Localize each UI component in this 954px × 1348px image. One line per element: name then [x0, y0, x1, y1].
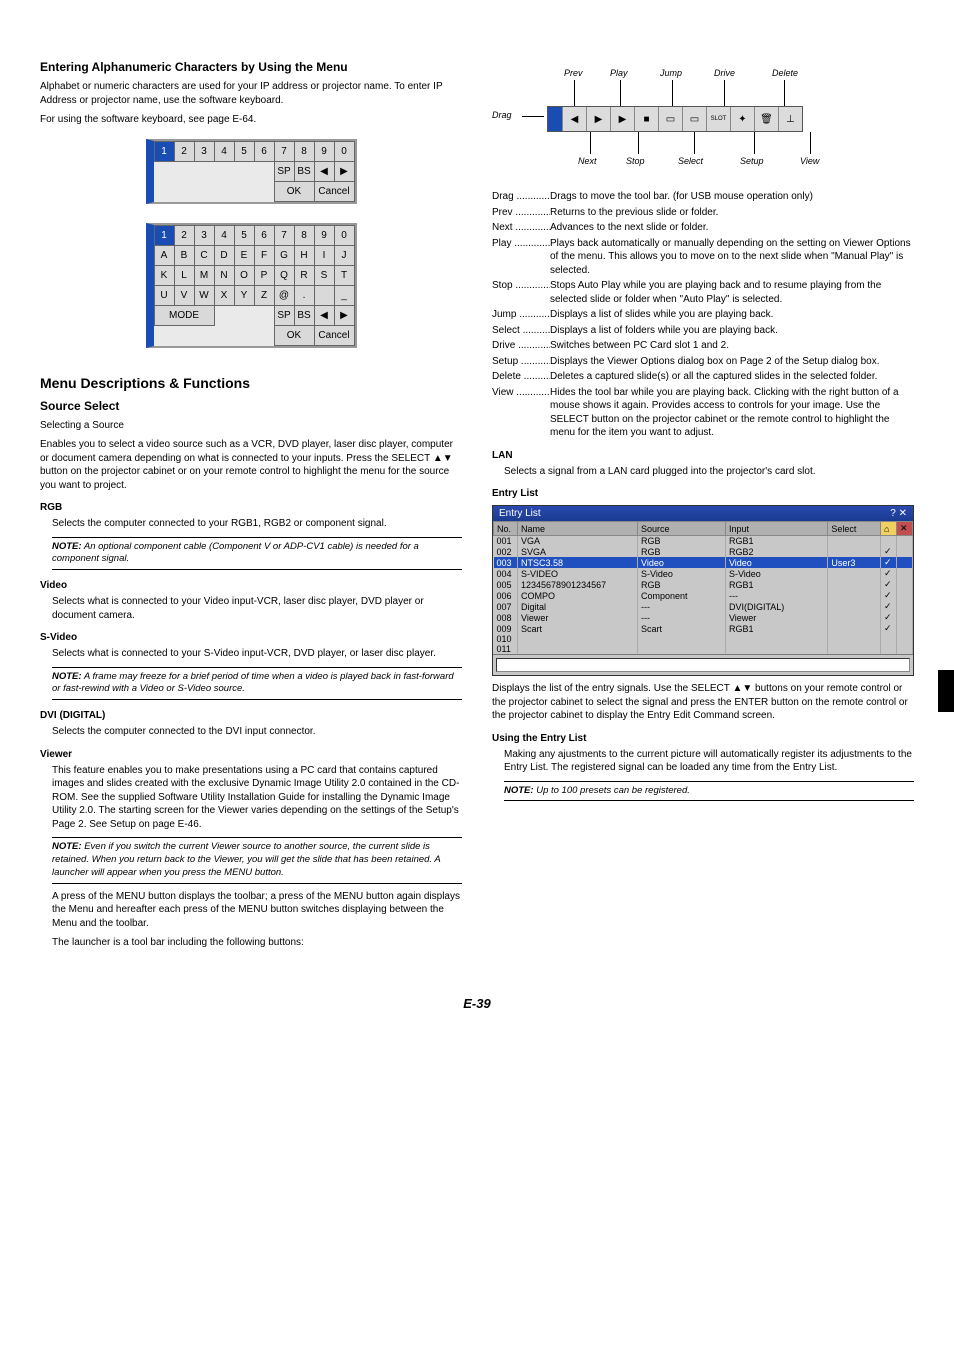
- label-next: Next: [578, 156, 597, 166]
- stop-button[interactable]: ■: [634, 107, 658, 131]
- heading-viewer: Viewer: [40, 749, 462, 760]
- label-select: Select: [678, 156, 703, 166]
- para: Displays the list of the entry signals. …: [492, 682, 914, 723]
- label-view: View: [800, 156, 819, 166]
- label-delete: Delete: [772, 68, 798, 78]
- label-prev: Prev: [564, 68, 583, 78]
- heading-lan: LAN: [492, 450, 914, 461]
- window-buttons[interactable]: ? ✕: [890, 508, 907, 519]
- para: Selects the computer connected to your R…: [52, 517, 462, 531]
- para: Alphabet or numeric characters are used …: [40, 80, 462, 107]
- entry-list-titlebar: Entry List ? ✕: [493, 506, 913, 521]
- para: For using the software keyboard, see pag…: [40, 113, 462, 127]
- viewer-toolbar: ◀ ▶ ▶ ■ ▭ ▭ SLOT ✦ 🗑 ⊥: [547, 106, 803, 132]
- heading-rgb: RGB: [40, 502, 462, 513]
- heading-entry-list: Entry List: [492, 488, 914, 499]
- delete-button[interactable]: 🗑: [754, 107, 778, 131]
- next-button[interactable]: ▶: [586, 107, 610, 131]
- page-columns: Entering Alphanumeric Characters by Usin…: [40, 60, 914, 956]
- heading-using-entry-list: Using the Entry List: [492, 733, 914, 744]
- left-column: Entering Alphanumeric Characters by Usin…: [40, 60, 462, 956]
- note-viewer: NOTE: Even if you switch the current Vie…: [52, 837, 462, 883]
- view-button[interactable]: ⊥: [778, 107, 802, 131]
- heading-menu-desc: Menu Descriptions & Functions: [40, 375, 462, 391]
- jump-button[interactable]: ▭: [658, 107, 682, 131]
- label-stop: Stop: [626, 156, 645, 166]
- right-column: Drag Prev Play Jump Drive Delete Next St…: [492, 60, 914, 956]
- para: Selects what is connected to your Video …: [52, 595, 462, 622]
- para: Selects the computer connected to the DV…: [52, 725, 462, 739]
- page-edge-tab: [938, 670, 954, 712]
- para: This feature enables you to make present…: [52, 764, 462, 832]
- heading-dvi: DVI (DIGITAL): [40, 710, 462, 721]
- toolbar-drag-handle[interactable]: [548, 107, 562, 131]
- entry-list-window: Entry List ? ✕ No.NameSourceInputSelect⌂…: [492, 505, 914, 676]
- soft-keyboard-numeric: 1234567890SPBS◀▶OKCancel: [146, 139, 357, 204]
- play-button[interactable]: ▶: [610, 107, 634, 131]
- heading-source-select: Source Select: [40, 399, 462, 413]
- note-rgb: NOTE: An optional component cable (Compo…: [52, 537, 462, 571]
- toolbar-diagram: Drag Prev Play Jump Drive Delete Next St…: [492, 60, 914, 180]
- para: A press of the MENU button displays the …: [52, 890, 462, 931]
- note-svideo: NOTE: A frame may freeze for a brief per…: [52, 667, 462, 701]
- para: Selects a signal from a LAN card plugged…: [504, 465, 914, 479]
- select-button[interactable]: ▭: [682, 107, 706, 131]
- toolbar-definitions: Drag ..............Drags to move the too…: [492, 190, 914, 440]
- heading-alnum: Entering Alphanumeric Characters by Usin…: [40, 60, 462, 74]
- note-presets: NOTE: Up to 100 presets can be registere…: [504, 781, 914, 802]
- heading-svideo: S-Video: [40, 632, 462, 643]
- label-play: Play: [610, 68, 628, 78]
- heading-video: Video: [40, 580, 462, 591]
- page-number: E-39: [40, 996, 914, 1011]
- setup-button[interactable]: ✦: [730, 107, 754, 131]
- para: Selects what is connected to your S-Vide…: [52, 647, 462, 661]
- label-setup: Setup: [740, 156, 764, 166]
- label-drive: Drive: [714, 68, 735, 78]
- label-drag: Drag: [492, 110, 512, 120]
- drive-button[interactable]: SLOT: [706, 107, 730, 131]
- para: Enables you to select a video source suc…: [40, 438, 462, 492]
- entry-list-input[interactable]: [496, 658, 910, 672]
- prev-button[interactable]: ◀: [562, 107, 586, 131]
- para: Selecting a Source: [40, 419, 462, 433]
- para: Making any ajustments to the current pic…: [504, 748, 914, 775]
- label-jump: Jump: [660, 68, 682, 78]
- para: The launcher is a tool bar including the…: [52, 936, 462, 950]
- entry-list-table: No.NameSourceInputSelect⌂✕001VGARGBRGB10…: [493, 521, 913, 654]
- soft-keyboard-alpha: 1234567890ABCDEFGHIJKLMNOPQRSTUVWXYZ@._M…: [146, 223, 357, 348]
- window-title: Entry List: [499, 508, 541, 519]
